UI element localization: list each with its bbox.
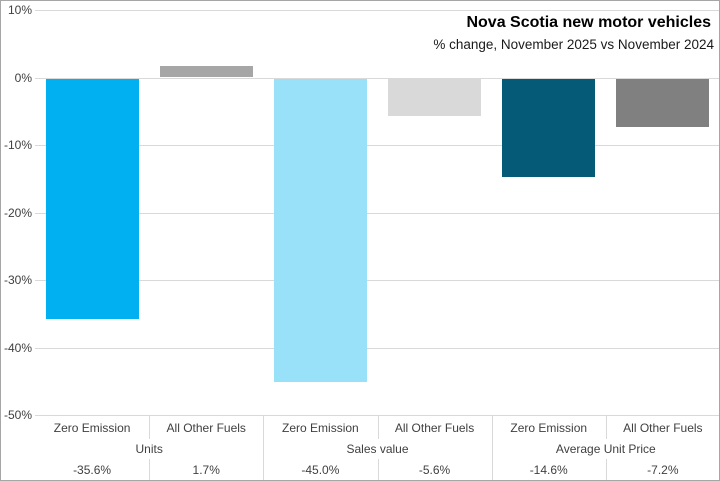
axis-row: Zero Emission All Other Fuels Zero Emissio… [35, 416, 719, 439]
y-tick-label: -20% [3, 205, 32, 220]
category-axis-table: Zero Emission All Other Fuels Zero Emissio… [35, 416, 719, 480]
axis-group-label: Average Unit Price [555, 442, 656, 456]
axis-divider [377, 459, 379, 480]
axis-group-label: Sales value [346, 442, 409, 456]
axis-divider [263, 416, 265, 480]
gridline [35, 415, 719, 416]
plot-area [35, 10, 719, 416]
axis-series-label: Zero Emission [282, 420, 359, 435]
bar-sales-value-all-other-fuels [388, 78, 482, 117]
y-tick-label: 10% [7, 3, 32, 17]
bar-units-all-other-fuels [159, 66, 253, 78]
bar-average-unit-price-zero-emission [502, 78, 596, 178]
axis-value-label: -35.6% [73, 462, 112, 477]
bar-average-unit-price-all-other-fuels [616, 78, 710, 128]
gridline [35, 145, 719, 146]
y-tick-label: -10% [3, 138, 32, 152]
axis-divider [377, 416, 379, 439]
axis-group-label: Units [135, 442, 163, 456]
axis-divider [605, 416, 607, 439]
axis-series-label: All Other Fuels [166, 420, 246, 435]
axis-divider [149, 416, 151, 439]
chart-subtitle: % change, November 2025 vs November 2024 [433, 37, 714, 52]
axis-row: -35.6% 1.7% -45.0% -5.6% -14.6% -7.2% [35, 459, 719, 480]
bar-sales-value-zero-emission [273, 78, 367, 383]
y-tick-label: -40% [3, 340, 32, 355]
axis-value-label: -14.6% [529, 462, 568, 477]
y-tick-label: -50% [3, 408, 32, 422]
axis-value-label: 1.7% [192, 462, 220, 477]
axis-divider [491, 416, 493, 480]
axis-series-label: Zero Emission [510, 420, 588, 435]
axis-row: Units Sales value Average Unit Price [35, 439, 719, 459]
chart-title: Nova Scotia new motor vehicles [466, 14, 711, 31]
gridline [35, 10, 719, 11]
axis-series-label: All Other Fuels [623, 420, 703, 435]
gridline [35, 347, 719, 349]
gridline [35, 280, 719, 281]
axis-value-label: -45.0% [301, 462, 340, 477]
y-axis: 10% 0% -10% -20% -30% -40% -50% [1, 1, 34, 480]
axis-value-label: -5.6% [418, 462, 451, 477]
y-tick-label: 0% [14, 70, 32, 85]
axis-divider [605, 459, 607, 480]
axis-series-label: Zero Emission [53, 420, 131, 435]
gridline [35, 77, 719, 79]
bar-units-zero-emission [45, 78, 139, 319]
axis-series-label: All Other Fuels [394, 420, 475, 435]
axis-value-label: -7.2% [647, 462, 679, 477]
y-tick-label: -30% [3, 273, 32, 287]
axis-divider [149, 459, 151, 480]
gridline [35, 212, 719, 214]
